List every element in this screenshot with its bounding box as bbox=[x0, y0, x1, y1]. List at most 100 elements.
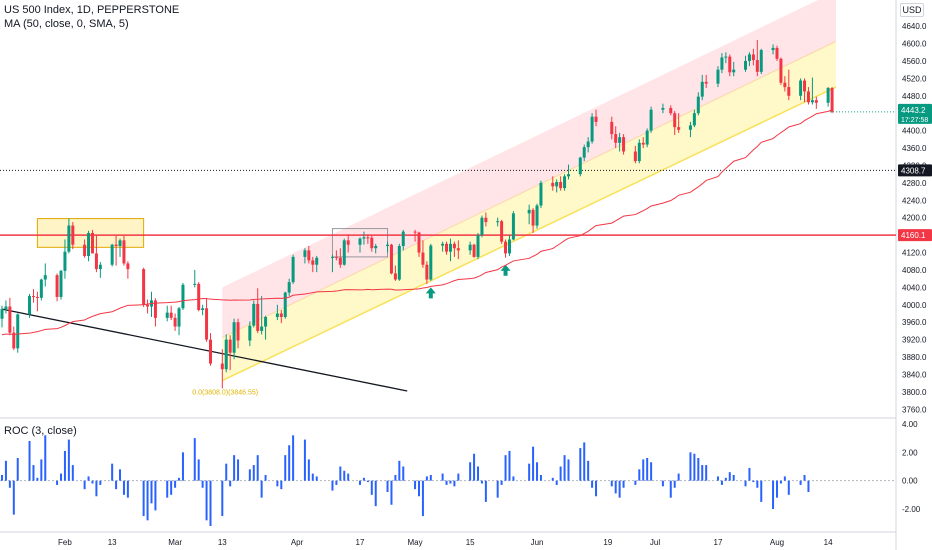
candle-body[interactable] bbox=[366, 237, 370, 239]
candle-body[interactable] bbox=[307, 250, 311, 261]
moving-average-line[interactable] bbox=[1, 109, 833, 336]
candle-body[interactable] bbox=[441, 243, 445, 246]
candle-body[interactable] bbox=[779, 58, 783, 83]
candle-body[interactable] bbox=[370, 237, 374, 249]
ma-legend[interactable]: MA (50, close, 0, SMA, 5) bbox=[4, 18, 129, 30]
candle-body[interactable] bbox=[43, 275, 47, 280]
candle-body[interactable] bbox=[673, 113, 677, 128]
candle-body[interactable] bbox=[165, 312, 169, 318]
candle-body[interactable] bbox=[531, 209, 535, 226]
candle-body[interactable] bbox=[397, 246, 401, 280]
candle-body[interactable] bbox=[504, 241, 508, 254]
candle-body[interactable] bbox=[31, 296, 35, 298]
candle-body[interactable] bbox=[362, 237, 366, 239]
candle-body[interactable] bbox=[563, 176, 567, 189]
candle-body[interactable] bbox=[330, 256, 334, 258]
candle-body[interactable] bbox=[28, 296, 32, 315]
candle-body[interactable] bbox=[661, 107, 665, 110]
candle-body[interactable] bbox=[649, 109, 653, 131]
candle-body[interactable] bbox=[507, 239, 511, 254]
candle-body[interactable] bbox=[724, 56, 728, 58]
candle-body[interactable] bbox=[692, 113, 696, 126]
candle-body[interactable] bbox=[720, 57, 724, 70]
candle-body[interactable] bbox=[511, 213, 515, 240]
candle-body[interactable] bbox=[177, 308, 181, 327]
candle-body[interactable] bbox=[814, 100, 818, 103]
candle-body[interactable] bbox=[67, 225, 71, 252]
candle-body[interactable] bbox=[374, 246, 378, 249]
candle-body[interactable] bbox=[220, 363, 224, 370]
candle-body[interactable] bbox=[799, 80, 803, 96]
candle-body[interactable] bbox=[146, 304, 150, 307]
candle-body[interactable] bbox=[716, 69, 720, 84]
candle-body[interactable] bbox=[315, 257, 319, 265]
candle-body[interactable] bbox=[645, 130, 649, 145]
candle-body[interactable] bbox=[90, 232, 94, 254]
candle-body[interactable] bbox=[637, 142, 641, 162]
candle-body[interactable] bbox=[386, 244, 390, 247]
candle-body[interactable] bbox=[342, 240, 346, 265]
candle-body[interactable] bbox=[429, 245, 433, 280]
candle-body[interactable] bbox=[669, 107, 673, 114]
buy-arrow-icon[interactable] bbox=[500, 264, 511, 276]
candle-body[interactable] bbox=[535, 205, 539, 226]
candle-body[interactable] bbox=[338, 257, 342, 265]
candle-body[interactable] bbox=[224, 339, 228, 370]
candle-body[interactable] bbox=[688, 125, 692, 130]
candle-body[interactable] bbox=[16, 314, 20, 349]
candle-body[interactable] bbox=[153, 300, 157, 318]
candle-body[interactable] bbox=[594, 116, 598, 122]
candle-body[interactable] bbox=[71, 225, 75, 245]
candle-body[interactable] bbox=[452, 243, 456, 249]
candle-body[interactable] bbox=[275, 313, 279, 317]
candle-body[interactable] bbox=[393, 273, 397, 280]
candle-body[interactable] bbox=[122, 240, 126, 264]
candle-body[interactable] bbox=[209, 339, 212, 364]
candle-body[interactable] bbox=[610, 121, 614, 135]
candle-body[interactable] bbox=[732, 69, 736, 73]
candle-body[interactable] bbox=[417, 232, 421, 253]
candle-body[interactable] bbox=[0, 309, 4, 319]
candle-body[interactable] bbox=[63, 251, 67, 271]
symbol-title[interactable]: US 500 Index, 1D, PEPPERSTONE bbox=[4, 4, 180, 16]
candle-body[interactable] bbox=[287, 282, 291, 293]
candle-body[interactable] bbox=[826, 87, 830, 103]
candle-body[interactable] bbox=[283, 292, 287, 317]
candle-body[interactable] bbox=[484, 217, 488, 223]
candle-body[interactable] bbox=[55, 275, 59, 297]
candle-body[interactable] bbox=[197, 283, 201, 311]
candle-body[interactable] bbox=[311, 260, 315, 265]
candle-body[interactable] bbox=[193, 283, 197, 285]
candle-body[interactable] bbox=[751, 54, 755, 61]
candle-body[interactable] bbox=[551, 182, 555, 187]
candle-body[interactable] bbox=[744, 60, 748, 70]
candle-body[interactable] bbox=[614, 134, 618, 143]
candle-body[interactable] bbox=[358, 238, 362, 245]
resistance-zone[interactable] bbox=[36, 218, 145, 248]
candle-body[interactable] bbox=[456, 248, 460, 251]
candle-body[interactable] bbox=[641, 142, 645, 145]
candle-body[interactable] bbox=[421, 252, 425, 265]
candle-body[interactable] bbox=[126, 263, 130, 270]
candle-body[interactable] bbox=[181, 284, 185, 309]
candle-body[interactable] bbox=[279, 313, 283, 317]
candle-body[interactable] bbox=[500, 221, 504, 242]
candle-body[interactable] bbox=[787, 87, 791, 96]
candle-body[interactable] bbox=[555, 182, 559, 187]
channel-upper-band[interactable] bbox=[222, 0, 836, 338]
channel-lower-line[interactable] bbox=[221, 86, 837, 382]
candle-body[interactable] bbox=[539, 182, 543, 206]
candle-body[interactable] bbox=[291, 256, 295, 283]
candle-body[interactable] bbox=[622, 137, 626, 152]
channel-middle-line[interactable] bbox=[222, 40, 837, 338]
candle-body[interactable] bbox=[118, 240, 122, 247]
candle-body[interactable] bbox=[260, 326, 264, 331]
candle-body[interactable] bbox=[87, 232, 91, 257]
candle-body[interactable] bbox=[110, 244, 114, 265]
candle-body[interactable] bbox=[496, 221, 500, 223]
candle-body[interactable] bbox=[633, 151, 637, 162]
candle-body[interactable] bbox=[810, 100, 814, 103]
candle-body[interactable] bbox=[586, 141, 590, 148]
candle-body[interactable] bbox=[236, 322, 240, 341]
candle-body[interactable] bbox=[39, 279, 43, 298]
